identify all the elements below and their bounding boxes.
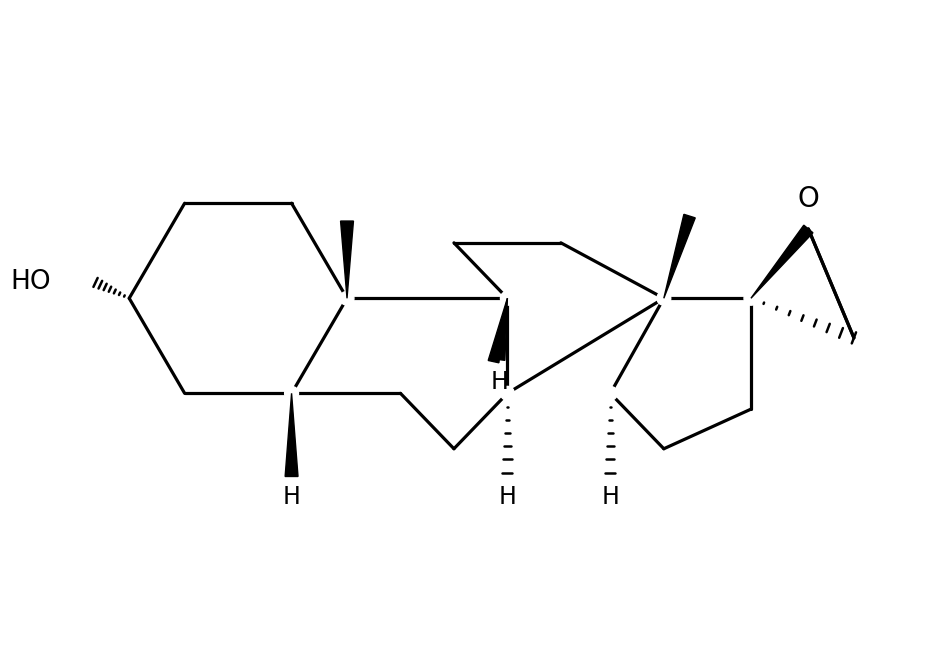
Text: H: H — [601, 486, 620, 509]
Polygon shape — [488, 298, 508, 363]
Polygon shape — [494, 298, 508, 360]
Text: O: O — [797, 185, 820, 213]
Polygon shape — [285, 393, 298, 476]
Circle shape — [603, 386, 617, 400]
Polygon shape — [340, 221, 353, 298]
Circle shape — [657, 291, 671, 305]
Polygon shape — [664, 214, 696, 298]
Circle shape — [285, 386, 299, 400]
Polygon shape — [751, 225, 813, 298]
Circle shape — [500, 386, 514, 400]
Circle shape — [744, 291, 758, 305]
Circle shape — [500, 291, 514, 305]
Circle shape — [340, 291, 354, 305]
Text: H: H — [490, 370, 509, 395]
Text: H: H — [283, 486, 301, 509]
Text: H: H — [499, 486, 516, 509]
Text: HO: HO — [10, 270, 51, 296]
